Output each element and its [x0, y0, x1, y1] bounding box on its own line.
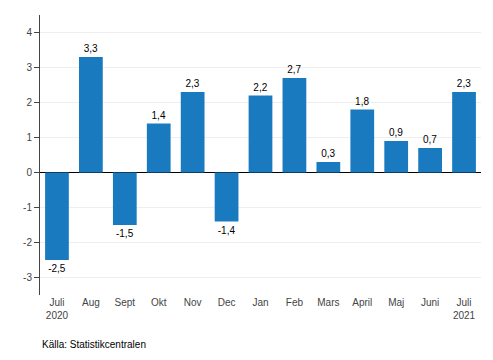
svg-text:-3: -3	[23, 272, 32, 283]
svg-text:-2,5: -2,5	[48, 263, 66, 274]
svg-text:Sept: Sept	[115, 297, 136, 308]
svg-text:0: 0	[26, 167, 32, 178]
svg-text:0,7: 0,7	[423, 134, 437, 145]
svg-text:2,3: 2,3	[185, 78, 199, 89]
svg-text:Maj: Maj	[388, 297, 404, 308]
svg-text:-1,4: -1,4	[218, 225, 236, 236]
svg-text:Juli2020: Juli2020	[46, 297, 69, 321]
svg-text:April: April	[352, 297, 372, 308]
svg-text:0,3: 0,3	[321, 148, 335, 159]
svg-text:Feb: Feb	[286, 297, 304, 308]
svg-text:Källa: Statistikcentralen: Källa: Statistikcentralen	[42, 339, 146, 350]
svg-text:1,4: 1,4	[152, 110, 166, 121]
svg-text:4: 4	[26, 27, 32, 38]
svg-text:2,2: 2,2	[253, 82, 267, 93]
svg-text:1,8: 1,8	[355, 96, 369, 107]
svg-text:2,3: 2,3	[457, 78, 471, 89]
svg-text:0,9: 0,9	[389, 127, 403, 138]
svg-text:Mars: Mars	[317, 297, 339, 308]
svg-text:Aug: Aug	[82, 297, 100, 308]
svg-text:Juli2021: Juli2021	[453, 297, 476, 321]
svg-text:Okt: Okt	[151, 297, 167, 308]
svg-text:3,3: 3,3	[84, 43, 98, 54]
svg-text:Jan: Jan	[252, 297, 268, 308]
svg-text:Nov: Nov	[184, 297, 202, 308]
svg-text:2,7: 2,7	[287, 64, 301, 75]
svg-text:1: 1	[26, 132, 32, 143]
svg-text:Dec: Dec	[218, 297, 236, 308]
svg-text:-2: -2	[23, 237, 32, 248]
svg-text:-1: -1	[23, 202, 32, 213]
svg-text:3: 3	[26, 62, 32, 73]
svg-text:2: 2	[26, 97, 32, 108]
svg-text:Juni: Juni	[421, 297, 439, 308]
svg-text:-1,5: -1,5	[116, 228, 134, 239]
